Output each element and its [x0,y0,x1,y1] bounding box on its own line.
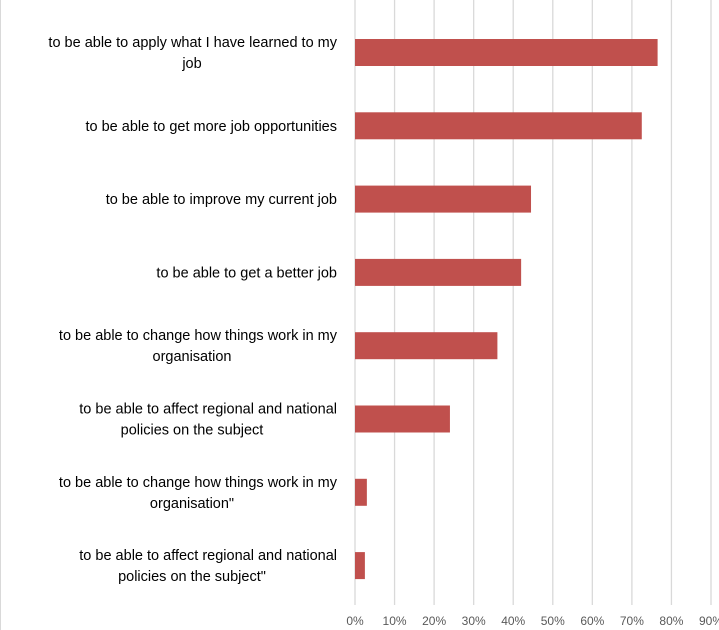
bar [355,405,450,433]
bar [355,112,642,140]
category-label: to be able to get a better job [156,265,337,281]
bar [355,552,365,580]
x-tick-label: 20% [422,614,446,628]
x-tick-label: 70% [620,614,644,628]
category-label: to be able to change how things work in … [59,328,338,344]
x-tick-label: 90% [699,614,719,628]
x-tick-label: 60% [580,614,604,628]
category-label: to be able to change how things work in … [59,475,338,491]
x-tick-label: 40% [501,614,525,628]
category-label: to be able to affect regional and nation… [79,402,337,418]
category-label: to be able to get more job opportunities [86,119,338,135]
bar [355,185,532,213]
x-axis-tick-labels: 0% 10% 20% 30% 40% 50% 60% 70% 80% 90% [346,614,719,628]
category-label: to be able to improve my current job [106,192,337,208]
chart-left-border [0,0,1,630]
x-tick-label: 30% [462,614,486,628]
category-label: policies on the subject [121,423,264,439]
category-label: to be able to apply what I have learned … [48,35,337,51]
x-tick-label: 80% [659,614,683,628]
bar [355,478,367,506]
category-labels: to be able to apply what I have learned … [48,35,337,585]
category-label: policies on the subject" [118,569,266,585]
x-tick-label: 0% [346,614,364,628]
category-label: to be able to affect regional and nation… [79,548,337,564]
bar [355,332,498,360]
category-label: organisation [153,349,232,365]
x-tick-label: 10% [383,614,407,628]
category-label: organisation" [150,496,234,512]
category-label: job [181,56,201,72]
bars [355,39,658,580]
bar [355,39,658,66]
gridlines [354,0,712,605]
x-tick-label: 50% [541,614,565,628]
bar [355,258,522,286]
